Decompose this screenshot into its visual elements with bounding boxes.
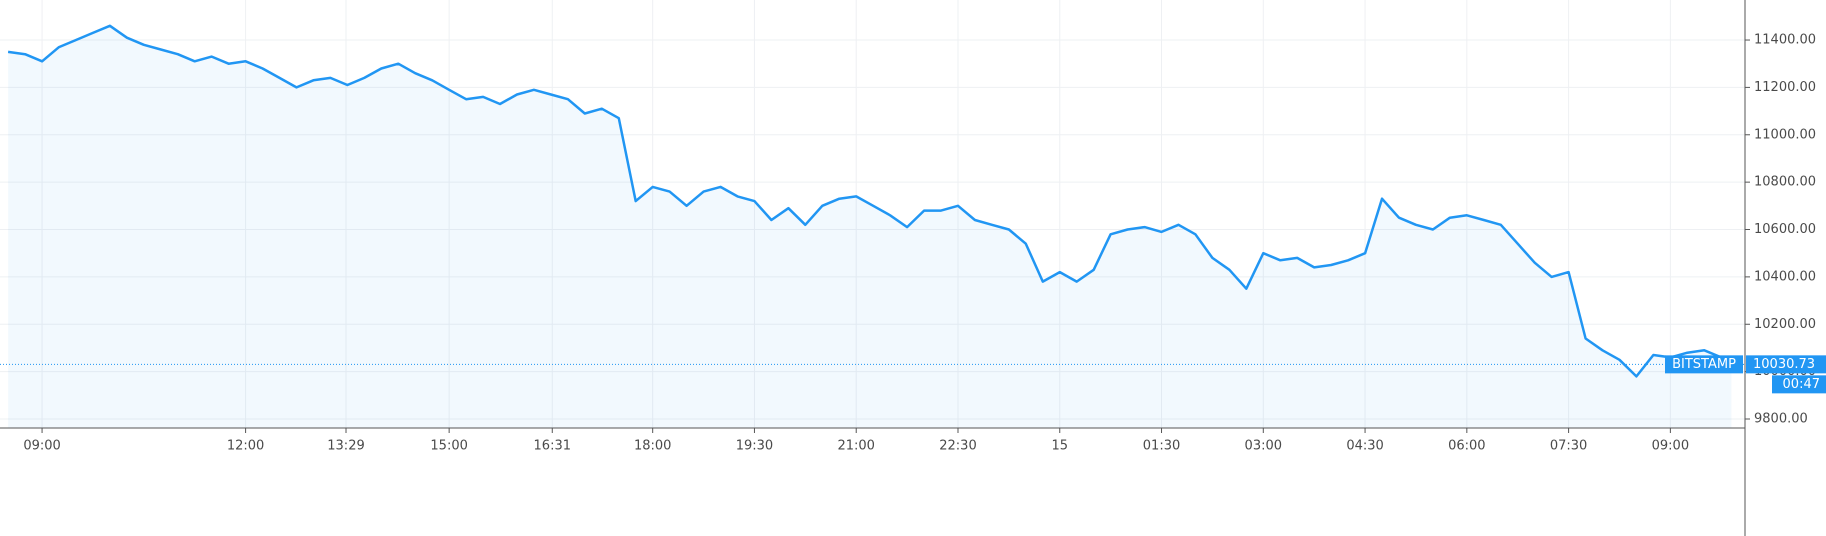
x-tick-label: 12:00 xyxy=(227,439,264,454)
x-tick-label: 18:00 xyxy=(634,439,671,454)
y-tick-label: 10400.00 xyxy=(1754,269,1816,284)
exchange-label: BITSTAMP xyxy=(1672,357,1736,372)
y-tick-label: 11400.00 xyxy=(1754,33,1816,48)
x-tick-label: 13:29 xyxy=(327,439,364,454)
exchange-badge xyxy=(1665,355,1743,374)
x-tick-label: 15 xyxy=(1051,439,1068,454)
x-tick-label: 16:31 xyxy=(534,439,571,454)
price-line xyxy=(7,24,1733,378)
x-tick-label: 21:00 xyxy=(837,439,874,454)
y-tick-label: 10800.00 xyxy=(1754,175,1816,190)
y-tick-label: 9800.00 xyxy=(1754,411,1808,426)
countdown-badge xyxy=(1772,375,1826,394)
x-tick-label: 03:00 xyxy=(1245,439,1282,454)
y-tick-label: 11000.00 xyxy=(1754,127,1816,142)
x-tick-label: 06:00 xyxy=(1448,439,1485,454)
last-price-label: 10030.73 xyxy=(1753,357,1815,372)
x-tick-label: 22:30 xyxy=(939,439,976,454)
x-tick-label: 01:30 xyxy=(1143,439,1180,454)
y-tick-label: 10200.00 xyxy=(1754,317,1816,332)
x-tick-label: 07:30 xyxy=(1550,439,1587,454)
x-tick-label: 15:00 xyxy=(430,439,467,454)
x-tick-label: 19:30 xyxy=(736,439,773,454)
area-fill xyxy=(8,25,1732,429)
countdown-label: 00:47 xyxy=(1783,377,1820,392)
price-badge xyxy=(1746,355,1826,374)
x-tick-label: 04:30 xyxy=(1346,439,1383,454)
x-tick-label: 09:00 xyxy=(1652,439,1689,454)
x-tick-label: 09:00 xyxy=(23,439,60,454)
y-tick-label: 11200.00 xyxy=(1754,80,1816,95)
y-tick-label: 10600.00 xyxy=(1754,222,1816,237)
